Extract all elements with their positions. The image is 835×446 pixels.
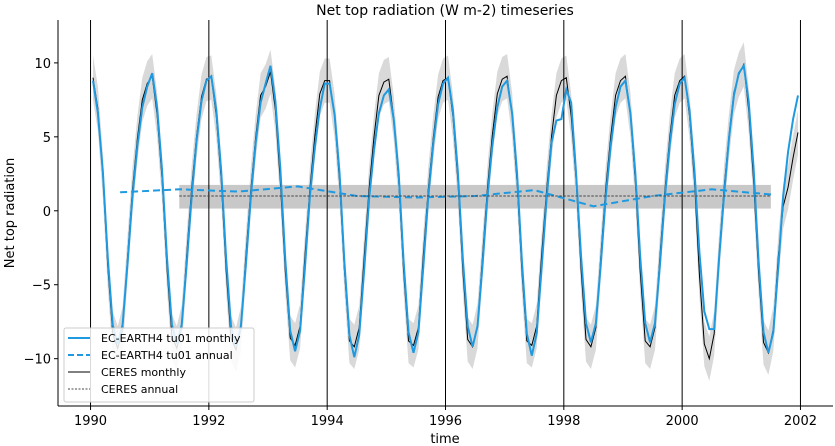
legend-label: EC-EARTH4 tu01 monthly (101, 332, 241, 345)
x-tick-label: 1992 (192, 414, 225, 429)
x-tick-label: 1998 (547, 414, 580, 429)
y-axis-label: Net top radiation (3, 158, 18, 268)
y-tick-label: 0 (43, 205, 51, 220)
x-tick-label: 2002 (784, 414, 817, 429)
legend: EC-EARTH4 tu01 monthly EC-EARTH4 tu01 an… (63, 327, 255, 403)
x-tick-label: 1996 (429, 414, 462, 429)
y-tick-label: 10 (34, 57, 51, 72)
x-tick-label: 1994 (311, 414, 344, 429)
legend-label: EC-EARTH4 tu01 annual (101, 349, 233, 362)
legend-label: CERES annual (101, 383, 178, 396)
x-axis-label: time (430, 432, 459, 446)
chart-title: Net top radiation (W m-2) timeseries (316, 3, 574, 19)
y-tick-label: −10 (24, 353, 51, 368)
model-monthly-line (92, 63, 799, 358)
legend-label: CERES monthly (101, 366, 186, 379)
y-tick-label: −5 (32, 279, 51, 294)
x-tick-label: 1990 (74, 414, 107, 429)
x-tick-label: 2000 (666, 414, 699, 429)
y-tick-label: 5 (43, 131, 51, 146)
